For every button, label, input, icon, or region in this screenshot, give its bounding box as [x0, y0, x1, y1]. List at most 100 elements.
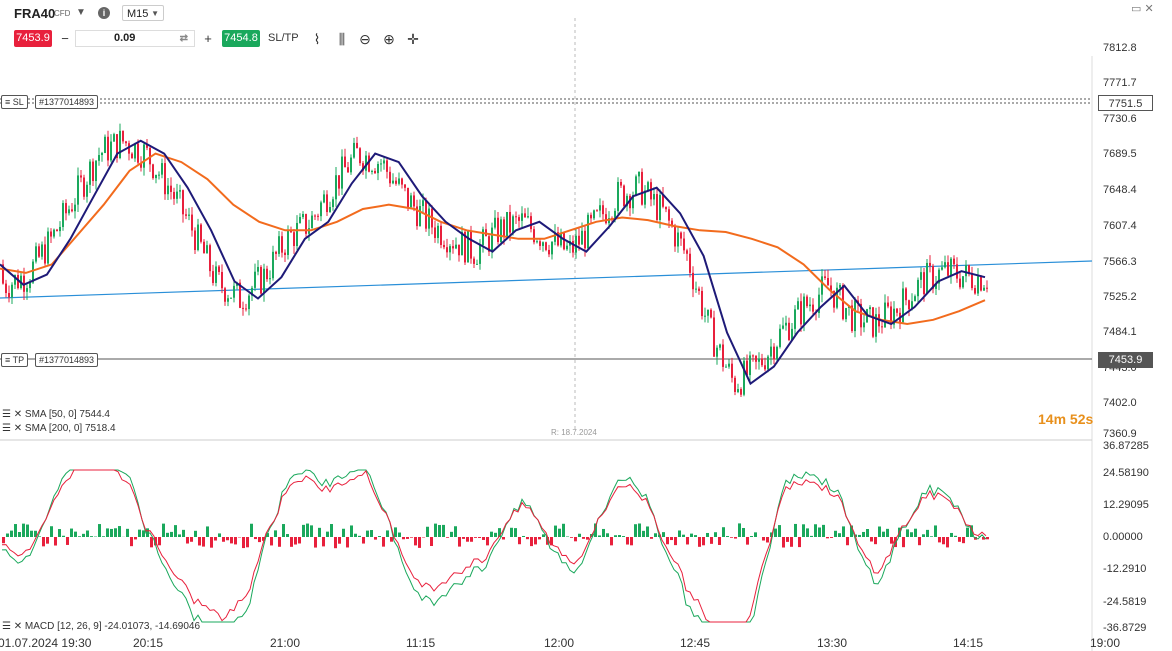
candle-body: [434, 227, 436, 238]
candle-body: [797, 301, 799, 310]
zoom-in-icon[interactable]: ⊕: [383, 31, 395, 47]
macd-bar: [186, 537, 189, 544]
candle-body: [536, 241, 538, 243]
candle-body: [272, 251, 274, 279]
candle-body: [284, 252, 286, 255]
sltp-button[interactable]: SL/TP: [268, 32, 299, 44]
candle-body: [659, 194, 661, 220]
candle-body: [770, 346, 772, 357]
remove-icon[interactable]: ✕: [13, 409, 23, 420]
macd-bar: [582, 537, 585, 539]
swap-icon[interactable]: ⇄: [179, 33, 188, 44]
macd-bar: [986, 537, 989, 540]
candle-body: [311, 215, 313, 229]
crosshair-icon[interactable]: ✛: [407, 31, 419, 47]
sell-button[interactable]: 7453.9: [14, 30, 52, 47]
candle-body: [560, 233, 562, 246]
symbol-name[interactable]: FRA40: [14, 6, 56, 21]
macd-bar: [706, 532, 709, 537]
candle-body: [326, 194, 328, 213]
candle-body: [755, 355, 757, 362]
macd-bar: [566, 536, 569, 537]
candle-body: [179, 190, 181, 192]
candle-body: [746, 360, 748, 376]
macd-bar: [666, 537, 669, 545]
candlestick-icon[interactable]: ⫼: [338, 31, 346, 47]
increase-quantity-button[interactable]: +: [204, 31, 212, 46]
candle-body: [515, 216, 517, 218]
macd-bar: [2, 537, 5, 544]
macd-signal-line: [1, 469, 987, 623]
info-icon[interactable]: i: [98, 7, 110, 19]
candle-body: [248, 295, 250, 310]
macd-legend[interactable]: ☰ ✕ MACD [12, 26, 9] -24.01073, -14.6904…: [2, 621, 200, 632]
sma200-line: [0, 152, 986, 326]
candle-body: [68, 209, 70, 214]
candle-body: [323, 194, 325, 203]
macd-bar: [514, 528, 517, 537]
candle-body: [908, 300, 910, 310]
candle-body: [632, 195, 634, 209]
candle-body: [764, 365, 766, 370]
candle-body: [125, 141, 127, 144]
macd-bar: [602, 528, 605, 537]
macd-bar: [6, 533, 9, 537]
symbol-dropdown-icon[interactable]: ▼: [76, 7, 86, 18]
tp-tag[interactable]: ≡ TP: [1, 353, 29, 367]
timeframe-select[interactable]: M15 ▼: [122, 5, 164, 21]
macd-tick-label: -12.2910: [1103, 563, 1147, 575]
quantity-input[interactable]: 0.09 ⇄: [75, 30, 195, 47]
remove-icon[interactable]: ✕: [13, 621, 23, 632]
candle-body: [677, 232, 679, 247]
macd-bar: [254, 537, 257, 540]
candle-body: [218, 266, 220, 272]
macd-bar: [198, 537, 201, 546]
macd-bar: [826, 537, 829, 539]
candle-body: [338, 175, 340, 189]
candle-body: [17, 275, 19, 289]
macd-bar: [838, 533, 841, 537]
settings-icon[interactable]: ☰: [2, 423, 11, 434]
macd-bar: [34, 530, 37, 537]
sl-order-id[interactable]: #1377014893: [35, 95, 99, 109]
sma200-legend[interactable]: ☰ ✕ SMA [200, 0] 7518.4: [2, 423, 116, 434]
candle-body: [200, 224, 202, 242]
candle-body: [134, 143, 136, 159]
candle-body: [776, 346, 778, 360]
macd-bar: [326, 531, 329, 537]
macd-bar: [434, 523, 437, 537]
macd-bar: [294, 537, 297, 545]
countdown-minutes: 14: [1038, 411, 1054, 427]
candle-body: [128, 143, 130, 154]
macd-bar: [286, 534, 289, 537]
settings-icon[interactable]: ☰: [2, 621, 11, 632]
candle-body: [953, 258, 955, 265]
candle-body: [527, 216, 529, 218]
candle-body: [245, 308, 247, 310]
sma50-legend[interactable]: ☰ ✕ SMA [50, 0] 7544.4: [2, 409, 110, 420]
macd-bar: [158, 537, 161, 546]
macd-bar: [538, 537, 541, 540]
candle-body: [452, 246, 454, 249]
macd-bar: [322, 537, 325, 547]
candle-body: [698, 288, 700, 291]
candle-body: [35, 246, 37, 262]
candle-body: [11, 284, 13, 298]
zoom-out-icon[interactable]: ⊖: [359, 31, 371, 47]
buy-button[interactable]: 7454.8: [222, 30, 260, 47]
decrease-quantity-button[interactable]: −: [61, 31, 69, 46]
line-chart-icon[interactable]: ⌇: [313, 31, 321, 47]
sl-tag[interactable]: ≡ SL: [1, 95, 28, 109]
macd-bar: [450, 531, 453, 537]
candle-body: [944, 262, 946, 268]
candle-body: [806, 296, 808, 307]
candle-body: [398, 178, 400, 184]
macd-bar: [206, 526, 209, 537]
window-restore-icon[interactable]: ▭ ✕: [1131, 3, 1154, 15]
settings-icon[interactable]: ☰: [2, 409, 11, 420]
remove-icon[interactable]: ✕: [13, 423, 23, 434]
tp-order-id[interactable]: #1377014893: [35, 353, 99, 367]
macd-bar: [558, 528, 561, 537]
candle-body: [71, 209, 73, 212]
